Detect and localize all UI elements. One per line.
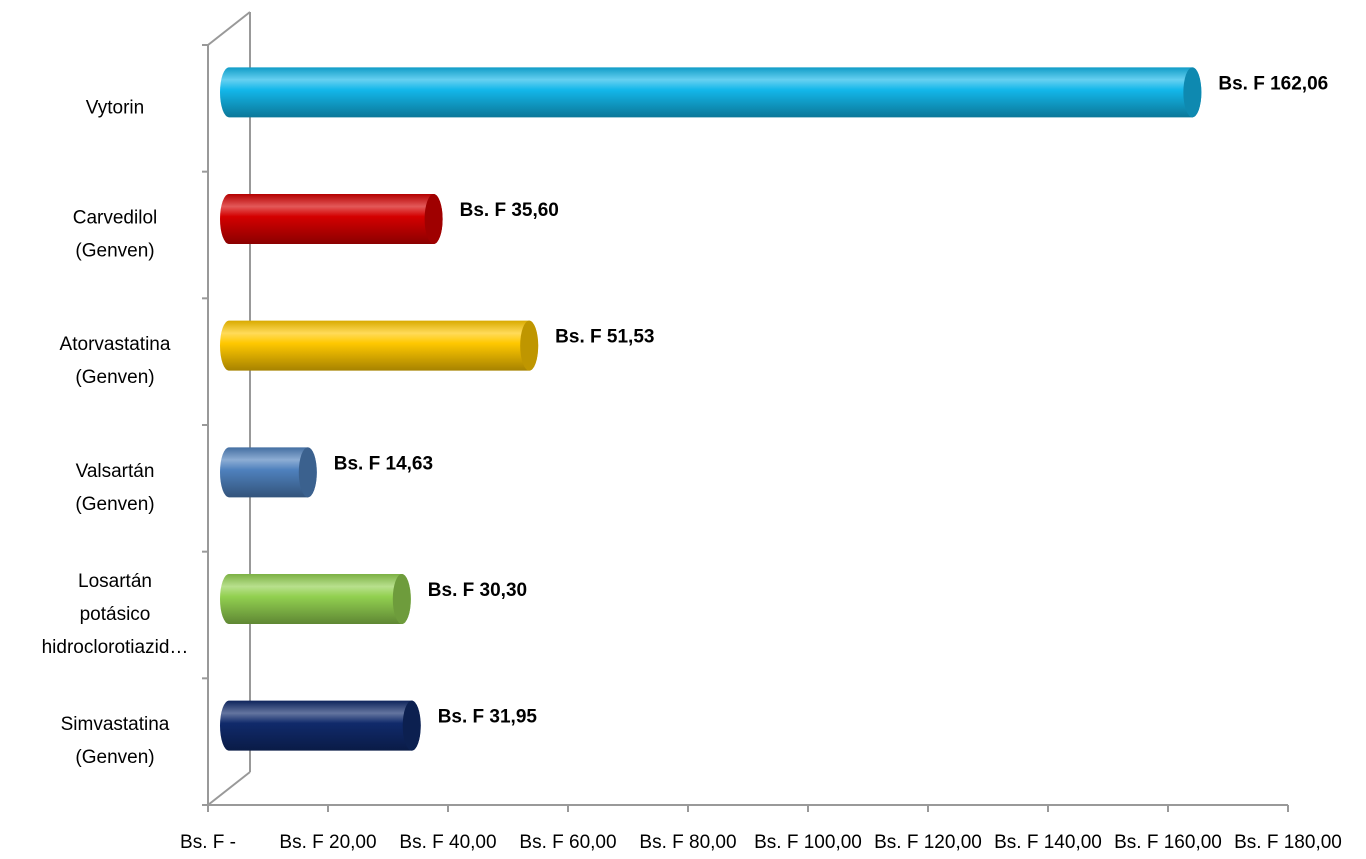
x-tick-label: Bs. F 80,00 xyxy=(639,832,736,853)
category-label-line: (Genven) xyxy=(75,494,154,515)
category-label: Vytorin xyxy=(86,97,144,118)
value-label: Bs. F 51,53 xyxy=(555,327,654,348)
category-label-line: (Genven) xyxy=(75,747,154,768)
category-label-line: Simvastatina xyxy=(61,714,170,735)
bar xyxy=(220,700,421,751)
bar-cap xyxy=(424,194,443,244)
value-label: Bs. F 35,60 xyxy=(460,200,559,221)
category-label-line: Losartán xyxy=(78,571,152,592)
category-label-line: potásico xyxy=(80,604,151,625)
bar-cap xyxy=(520,320,539,371)
category-label-line: Carvedilol xyxy=(73,208,157,229)
x-tick-label: Bs. F 180,00 xyxy=(1234,832,1342,853)
x-tick-label: Bs. F 160,00 xyxy=(1114,832,1222,853)
category-label: Losartán potásico hidroclorotiazid… xyxy=(42,571,189,658)
category-label-line: (Genven) xyxy=(75,367,154,388)
category-label: Atorvastatina (Genven) xyxy=(60,334,171,388)
x-tick-label: Bs. F 120,00 xyxy=(874,832,982,853)
plot-frame xyxy=(207,11,1288,806)
category-label: Carvedilol (Genven) xyxy=(73,208,157,262)
x-tick-label: Bs. F 60,00 xyxy=(519,832,616,853)
x-tick-label: Bs. F 20,00 xyxy=(279,832,376,853)
bar xyxy=(220,67,1202,118)
category-label-line: hidroclorotiazid… xyxy=(42,637,189,658)
x-tick-label: Bs. F 140,00 xyxy=(994,832,1102,853)
bar-cap xyxy=(392,574,411,624)
bar xyxy=(220,574,411,624)
bar xyxy=(220,320,539,371)
category-label-line: Valsartán xyxy=(76,461,155,482)
bar xyxy=(220,447,317,498)
bar xyxy=(220,194,443,244)
value-label: Bs. F 14,63 xyxy=(334,453,433,474)
bar-cap xyxy=(1183,67,1202,118)
x-tick-label: Bs. F 40,00 xyxy=(399,832,496,853)
category-label: Simvastatina (Genven) xyxy=(61,714,170,768)
category-label-line: Atorvastatina xyxy=(60,334,171,355)
x-tick-label: Bs. F 100,00 xyxy=(754,832,862,853)
bar-cap xyxy=(298,447,317,498)
category-label-line: (Genven) xyxy=(75,241,154,262)
value-label: Bs. F 31,95 xyxy=(438,707,538,728)
category-label-line: Vytorin xyxy=(86,97,144,118)
x-tick-label: Bs. F - xyxy=(180,832,236,853)
category-label: Valsartán (Genven) xyxy=(75,461,154,515)
bar-cap xyxy=(402,700,421,751)
value-label: Bs. F 162,06 xyxy=(1218,73,1328,94)
value-label: Bs. F 30,30 xyxy=(428,580,527,601)
